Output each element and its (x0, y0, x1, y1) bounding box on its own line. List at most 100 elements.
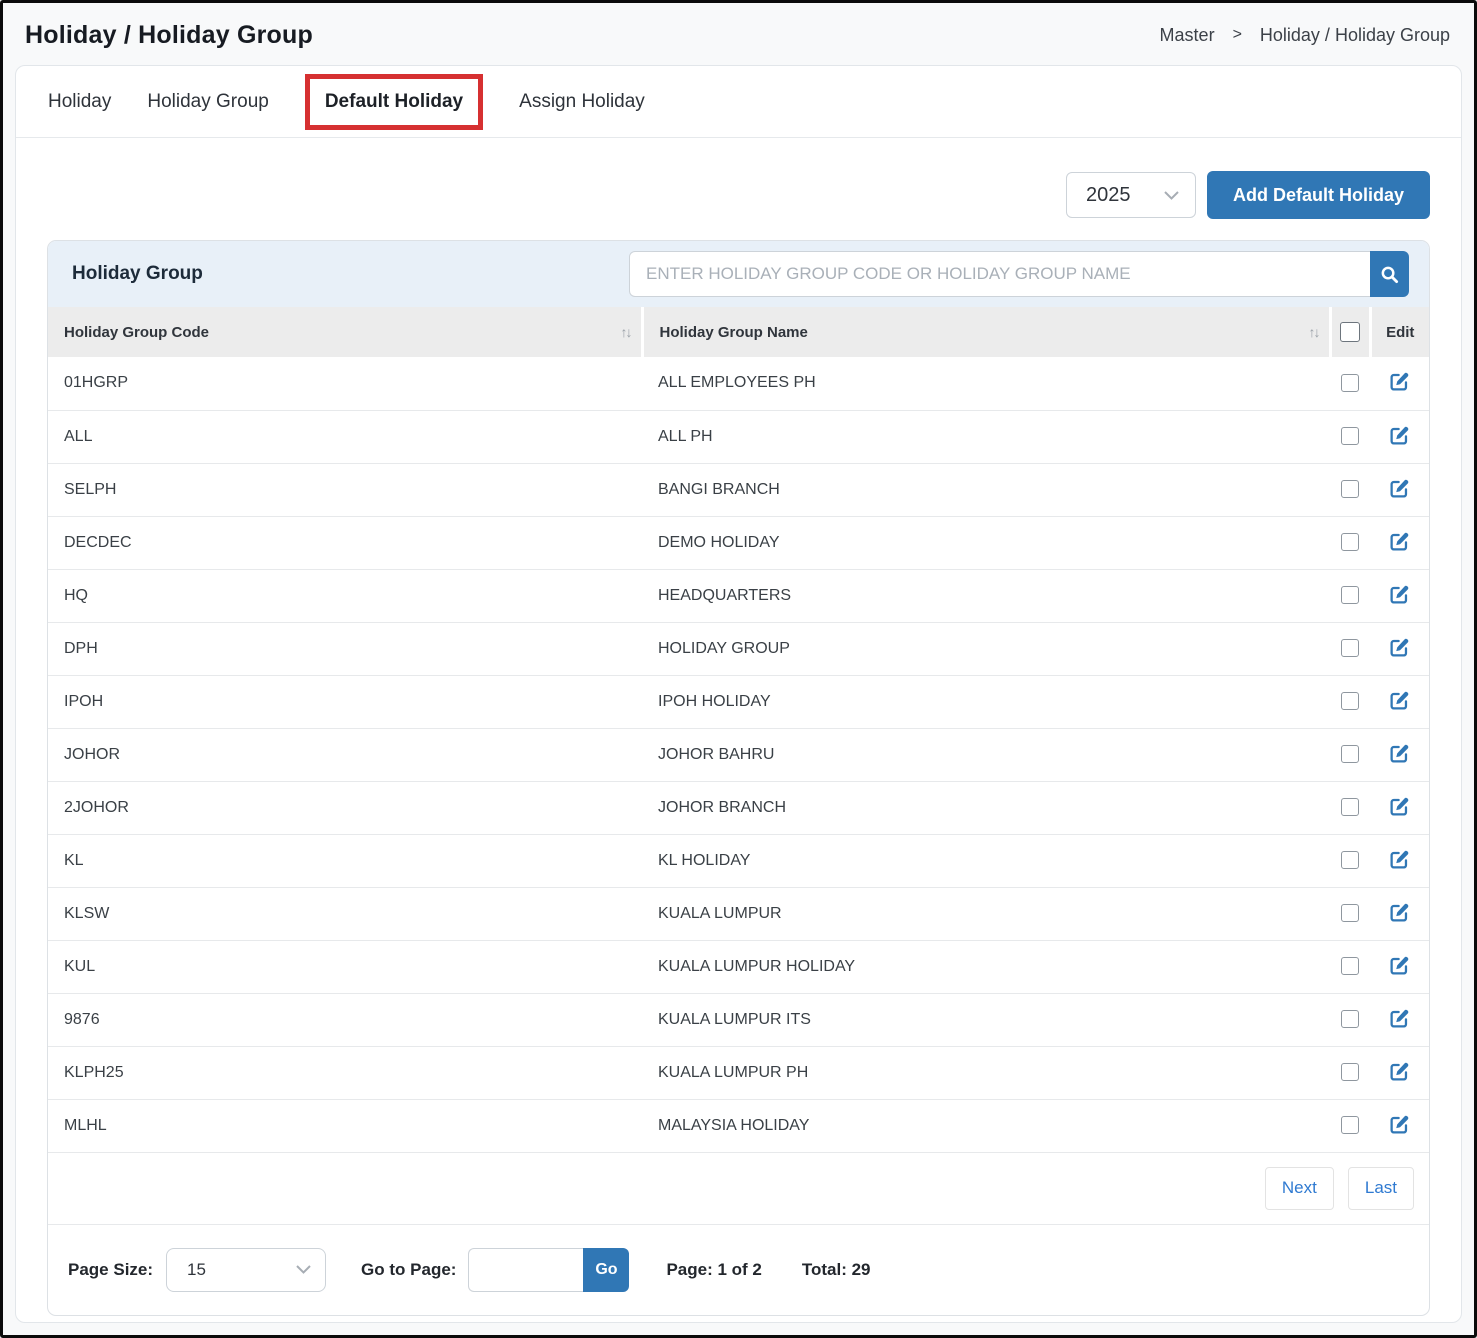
edit-row-button[interactable] (1387, 529, 1412, 557)
controls-row: 2025 Add Default Holiday (47, 171, 1430, 219)
search-input[interactable] (629, 251, 1370, 297)
pager-row: Next Last (48, 1153, 1429, 1225)
search-group (629, 251, 1409, 297)
edit-row-button[interactable] (1387, 476, 1412, 504)
holiday-group-name-cell: KL HOLIDAY (642, 834, 1330, 888)
total-info: Total: 29 (801, 1259, 871, 1279)
edit-row-button[interactable] (1387, 794, 1412, 822)
edit-pencil-icon (1390, 426, 1409, 445)
table-row: 9876 KUALA LUMPUR ITS (48, 993, 1429, 1047)
column-header-code[interactable]: Holiday Group Code ↑↓ (48, 307, 644, 357)
tab-holiday[interactable]: Holiday (48, 90, 112, 112)
edit-row-button[interactable] (1387, 1006, 1412, 1034)
next-page-button[interactable]: Next (1264, 1166, 1334, 1210)
holiday-group-name-cell: KUALA LUMPUR ITS (642, 993, 1330, 1047)
holiday-group-name-cell: JOHOR BAHRU (642, 728, 1330, 782)
row-checkbox[interactable] (1341, 745, 1359, 764)
search-button[interactable] (1370, 251, 1409, 297)
year-select[interactable]: 2025 (1065, 172, 1196, 218)
row-checkbox[interactable] (1341, 904, 1359, 923)
row-checkbox[interactable] (1341, 586, 1359, 605)
row-checkbox[interactable] (1341, 374, 1359, 393)
page-size-select[interactable]: 15 (166, 1247, 327, 1292)
holiday-group-name-cell: ALL EMPLOYEES PH (642, 357, 1330, 411)
holiday-group-code-cell: KLPH25 (48, 1046, 642, 1100)
row-checkbox[interactable] (1341, 639, 1359, 658)
panel-title: Holiday Group (72, 263, 203, 284)
holiday-group-code-cell: IPOH (48, 675, 642, 729)
holiday-group-name-cell: JOHOR BRANCH (642, 781, 1330, 835)
holiday-group-name-cell: KUALA LUMPUR (642, 887, 1330, 941)
add-default-holiday-button[interactable]: Add Default Holiday (1206, 171, 1430, 219)
holiday-group-code-cell: KLSW (48, 887, 642, 941)
row-checkbox[interactable] (1341, 798, 1359, 817)
page-size-value: 15 (187, 1259, 206, 1279)
edit-pencil-icon (1390, 373, 1409, 391)
page-title: Holiday / Holiday Group (25, 20, 313, 49)
holiday-group-code-cell: HQ (48, 569, 642, 623)
table-row: 01HGRP ALL EMPLOYEES PH (48, 357, 1429, 411)
edit-row-button[interactable] (1387, 1112, 1412, 1140)
row-checkbox[interactable] (1341, 851, 1359, 870)
row-checkbox[interactable] (1341, 1116, 1359, 1135)
table-row: SELPH BANGI BRANCH (48, 463, 1429, 517)
page-header: Holiday / Holiday Group Master > Holiday… (3, 3, 1474, 65)
table-row: HQ HEADQUARTERS (48, 569, 1429, 623)
breadcrumb-parent[interactable]: Master (1159, 24, 1215, 45)
sort-icon[interactable]: ↑↓ (620, 324, 633, 340)
table-row: JOHOR JOHOR BAHRU (48, 728, 1429, 782)
edit-row-button[interactable] (1387, 635, 1412, 663)
edit-pencil-icon (1390, 1009, 1409, 1028)
edit-row-button[interactable] (1387, 423, 1412, 451)
edit-row-button[interactable] (1387, 688, 1412, 716)
goto-page-input[interactable] (468, 1247, 584, 1292)
row-checkbox[interactable] (1341, 692, 1359, 711)
holiday-group-name-cell: ALL PH (642, 410, 1330, 464)
column-header-edit: Edit (1370, 307, 1429, 357)
edit-row-button[interactable] (1387, 953, 1412, 981)
year-select-value: 2025 (1085, 183, 1131, 206)
row-checkbox[interactable] (1341, 427, 1359, 446)
sort-icon[interactable]: ↑↓ (1308, 324, 1321, 340)
holiday-group-code-cell: DECDEC (48, 516, 642, 570)
table-row: DPH HOLIDAY GROUP (48, 622, 1429, 676)
holiday-group-code-cell: 2JOHOR (48, 781, 642, 835)
select-all-checkbox[interactable] (1340, 322, 1360, 342)
pagination-footer: Page Size: 15 Go to Page: Go Page: 1 of … (48, 1225, 1429, 1315)
table-row: DECDEC DEMO HOLIDAY (48, 516, 1429, 570)
edit-row-button[interactable] (1387, 582, 1412, 610)
go-button[interactable]: Go (583, 1247, 630, 1292)
row-checkbox[interactable] (1341, 957, 1359, 976)
edit-row-button[interactable] (1387, 847, 1412, 875)
row-checkbox[interactable] (1341, 533, 1359, 552)
holiday-group-code-cell: JOHOR (48, 728, 642, 782)
column-header-name[interactable]: Holiday Group Name ↑↓ (642, 307, 1332, 357)
holiday-group-name-cell: KUALA LUMPUR PH (642, 1046, 1330, 1100)
search-icon (1381, 266, 1399, 283)
table-row: KUL KUALA LUMPUR HOLIDAY (48, 940, 1429, 994)
last-page-button[interactable]: Last (1347, 1166, 1414, 1210)
holiday-group-table-body: 01HGRP ALL EMPLOYEES PH ALL ALL PH (48, 357, 1429, 1153)
tab-assign-holiday[interactable]: Assign Holiday (519, 90, 645, 112)
edit-row-button[interactable] (1387, 1059, 1412, 1087)
edit-pencil-icon (1390, 903, 1409, 922)
edit-pencil-icon (1390, 532, 1409, 551)
tab-default-holiday[interactable]: Default Holiday (304, 73, 484, 130)
holiday-group-code-cell: MLHL (48, 1099, 642, 1153)
row-checkbox[interactable] (1341, 480, 1359, 499)
holiday-group-name-cell: DEMO HOLIDAY (642, 516, 1330, 570)
edit-row-button[interactable] (1387, 900, 1412, 928)
edit-pencil-icon (1390, 956, 1409, 975)
edit-row-button[interactable] (1387, 741, 1412, 769)
holiday-group-code-cell: 01HGRP (48, 357, 642, 411)
tab-holiday-group[interactable]: Holiday Group (147, 90, 269, 112)
row-checkbox[interactable] (1341, 1063, 1359, 1082)
edit-pencil-icon (1390, 744, 1409, 763)
holiday-group-table: Holiday Group Code ↑↓ Holiday Group Name… (48, 307, 1429, 1153)
holiday-group-code-cell: ALL (48, 410, 642, 464)
edit-row-button[interactable] (1387, 369, 1412, 397)
tab-content: 2025 Add Default Holiday Holiday Group (16, 171, 1461, 1316)
table-row: IPOH IPOH HOLIDAY (48, 675, 1429, 729)
breadcrumb: Master > Holiday / Holiday Group (1160, 25, 1452, 46)
row-checkbox[interactable] (1341, 1010, 1359, 1029)
